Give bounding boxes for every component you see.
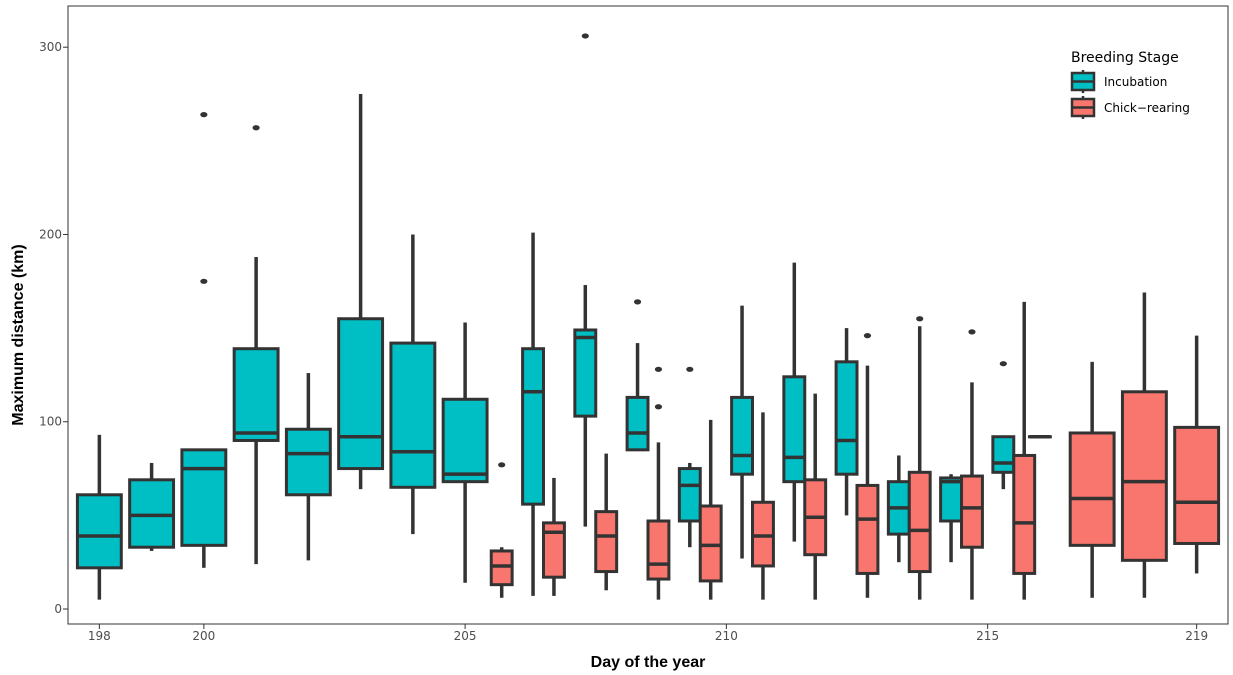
legend-key-incubation: [1070, 70, 1096, 93]
outlier-point: [654, 404, 663, 410]
box-incubation-12: [730, 305, 755, 559]
legend-key-chick-rearing: [1070, 96, 1096, 119]
x-tick-label: 215: [976, 629, 999, 643]
box-body: [677, 467, 702, 523]
legend-title: Breeding Stage: [1071, 50, 1179, 66]
outlier-point: [863, 333, 872, 339]
box-body: [782, 375, 807, 484]
outlier-point: [581, 33, 589, 39]
box-incubation-5: [337, 94, 385, 490]
box-incubation-10: [625, 299, 650, 452]
legend-label-incubation: Incubation: [1104, 75, 1167, 89]
box-incubation-9: [573, 33, 598, 527]
box-body: [1012, 453, 1037, 575]
box-body: [991, 435, 1016, 474]
x-tick-label: 198: [88, 629, 111, 643]
box-body: [625, 395, 650, 452]
outlier-point: [999, 361, 1007, 367]
box-body: [907, 470, 932, 574]
box-body: [698, 504, 723, 583]
box-body: [232, 347, 280, 442]
box-body: [646, 519, 671, 581]
box-incubation-13: [782, 262, 807, 542]
box-body: [730, 395, 755, 476]
y-tick-label: 100: [39, 415, 62, 429]
box-body: [489, 549, 514, 587]
box-chick-rearing-2: [594, 453, 619, 591]
x-tick-label: 200: [192, 629, 215, 643]
box-chick-rearing-8: [907, 316, 932, 600]
box-body: [75, 493, 123, 570]
box-chick-rearing-4: [698, 419, 723, 600]
outlier-point: [633, 299, 642, 305]
box-incubation-2: [180, 112, 228, 568]
box-incubation-14: [834, 328, 859, 516]
box-body: [855, 483, 880, 575]
box-body: [180, 448, 228, 547]
box-incubation-11: [677, 366, 702, 548]
outlier-point: [252, 125, 260, 131]
outlier-point: [686, 366, 694, 372]
y-tick-label: 200: [39, 227, 62, 241]
box-chick-rearing-3: [646, 366, 671, 600]
outlier-point: [968, 329, 976, 335]
box-body: [751, 500, 775, 568]
box-chick-rearing-6: [803, 393, 828, 600]
x-tick-label: 205: [454, 629, 477, 643]
box-body: [521, 347, 545, 506]
y-axis-title: Maximum distance (km): [10, 244, 27, 425]
boxes-layer: [75, 33, 1221, 600]
box-body: [441, 397, 489, 484]
y-tick-label: 0: [54, 602, 62, 616]
box-incubation-8: [521, 232, 545, 596]
outlier-point: [654, 366, 663, 372]
box-chick-rearing-13: [1120, 292, 1168, 598]
y-axis: 0 100 200 300: [39, 40, 68, 616]
outlier-point: [200, 278, 208, 284]
box-body: [1120, 390, 1168, 562]
box-body: [594, 510, 619, 574]
box-body: [128, 478, 176, 549]
box-chick-rearing-7: [855, 333, 880, 598]
legend-label-chick-rearing: Chick−rearing: [1104, 101, 1190, 115]
x-tick-label: 219: [1185, 629, 1208, 643]
box-chick-rearing-14: [1173, 335, 1221, 574]
box-chick-rearing-5: [751, 412, 775, 600]
box-body: [960, 474, 984, 549]
box-body: [573, 328, 598, 418]
box-body: [389, 341, 437, 489]
x-tick-label: 210: [715, 629, 738, 643]
box-chick-rearing-12: [1068, 361, 1116, 598]
box-incubation-6: [389, 234, 437, 535]
x-axis: 198 200 205 210 215 219: [88, 624, 1208, 643]
box-incubation-4: [284, 373, 332, 561]
outlier-point: [916, 316, 924, 322]
box-body: [1173, 425, 1221, 545]
box-chick-rearing-9: [960, 329, 984, 600]
box-chick-rearing-0: [489, 462, 514, 598]
y-tick-label: 300: [39, 40, 62, 54]
outlier-point: [200, 112, 208, 118]
box-body: [939, 476, 964, 523]
outlier-point: [498, 462, 506, 468]
box-body: [337, 317, 385, 471]
x-axis-title: Day of the year: [591, 654, 706, 671]
box-body: [1068, 431, 1116, 547]
box-body: [834, 360, 859, 476]
box-incubation-7: [441, 322, 489, 583]
box-chick-rearing-1: [541, 477, 566, 596]
box-body: [541, 521, 566, 579]
box-incubation-0: [75, 434, 123, 600]
box-body: [284, 427, 332, 497]
box-incubation-1: [128, 462, 176, 551]
box-incubation-3: [232, 125, 280, 565]
box-chick-rearing-10: [1012, 301, 1037, 600]
legend: Breeding Stage Incubation Chick−rearing: [1070, 50, 1190, 119]
